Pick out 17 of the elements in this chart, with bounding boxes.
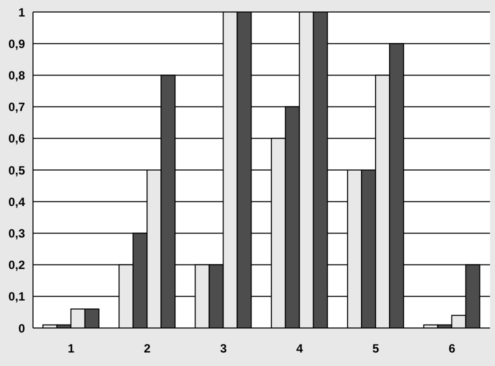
y-tick-label: 0,2	[8, 258, 26, 272]
x-tick-label: 1	[68, 342, 75, 356]
y-tick-label: 0	[18, 321, 26, 336]
y-tick-label: 0,6	[8, 132, 26, 146]
y-tick-label: 0,4	[8, 194, 26, 209]
x-tick-label: 6	[448, 342, 456, 356]
y-tick-label: 1	[18, 5, 26, 20]
y-tick-label: 0,3	[8, 226, 26, 240]
x-tick-label: 2	[144, 342, 151, 356]
y-tick-label: 0,1	[8, 290, 26, 304]
y-tick-label: 0,7	[8, 100, 26, 114]
y-tick-label: 0,5	[8, 163, 26, 178]
y-tick-label: 0,8	[8, 68, 26, 82]
x-tick-label: 4	[296, 342, 304, 356]
y-tick-label: 0,9	[8, 36, 26, 51]
x-tick-label: 3	[220, 342, 228, 356]
x-tick-label: 5	[372, 342, 380, 356]
